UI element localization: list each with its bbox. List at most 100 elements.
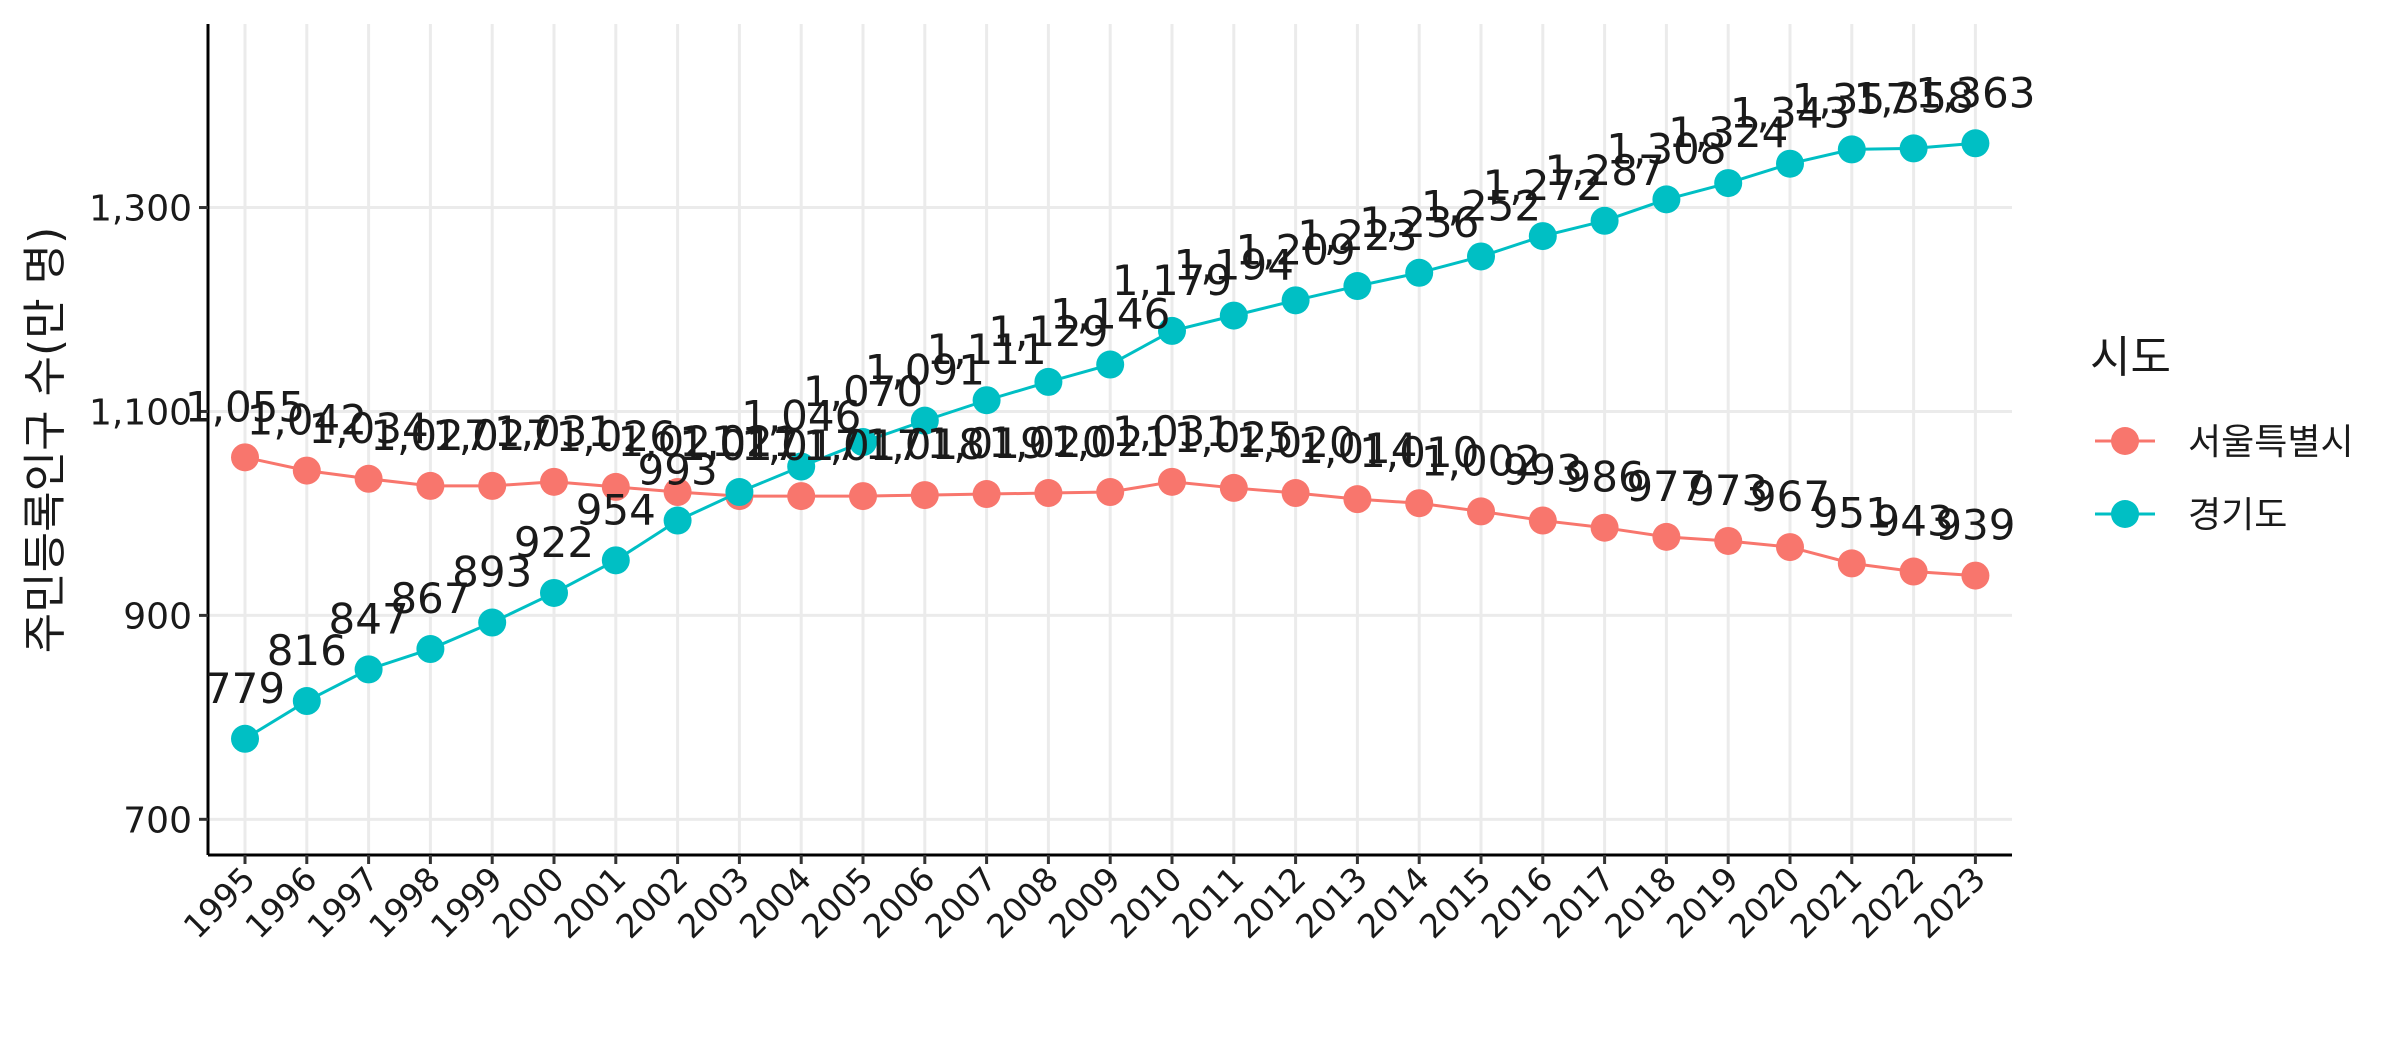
data-label: 1,020: [1235, 418, 1355, 467]
data-label: 816: [267, 626, 347, 675]
series-group: [231, 129, 1990, 753]
data-point: [1096, 478, 1125, 507]
x-tick-label: 1997: [299, 859, 386, 946]
data-point: [787, 452, 816, 481]
x-tick-label: 2008: [979, 859, 1066, 946]
data-label: 1,020: [988, 418, 1108, 467]
data-point: [231, 724, 259, 753]
x-tick-label: 2021: [1782, 859, 1869, 946]
data-label: 1,363: [1915, 68, 2035, 117]
x-tick-label: 2010: [1103, 859, 1190, 946]
data-label: 1,055: [185, 382, 305, 431]
x-tick-label: 2019: [1659, 859, 1746, 946]
x-tick-label: 2004: [732, 859, 819, 946]
data-label: 1,014: [1297, 424, 1417, 473]
data-point: [663, 478, 692, 507]
data-label: 1,018: [865, 420, 985, 469]
data-label: 779: [205, 664, 285, 713]
x-tick-label: 2017: [1535, 859, 1622, 946]
data-label: 967: [1750, 472, 1830, 521]
data-label: 1,272: [1483, 161, 1603, 210]
data-point: [849, 428, 877, 457]
data-label: 1,034: [308, 404, 428, 453]
data-point: [1343, 485, 1372, 514]
x-tick-label: 2003: [670, 859, 757, 946]
data-point: [540, 467, 568, 496]
y-axis-label: 주민등록인구 수(만 명): [20, 227, 71, 654]
data-point: [601, 546, 630, 575]
data-label: 1,236: [1359, 198, 1479, 247]
x-tick-label: 2001: [546, 859, 633, 946]
data-point: [1528, 222, 1557, 251]
data-label: 1,358: [1853, 73, 1973, 122]
data-point: [1405, 489, 1434, 518]
data-point: [354, 655, 383, 684]
data-point: [910, 406, 939, 435]
data-point: [292, 687, 321, 716]
legend-label: 경기도: [2188, 495, 2287, 536]
data-point: [231, 443, 259, 472]
data-label: 893: [452, 548, 532, 597]
data-label: 939: [1935, 501, 2015, 550]
data-point: [1652, 185, 1681, 214]
data-point: [663, 506, 692, 535]
x-tick-label: 2012: [1226, 859, 1313, 946]
x-tick-label: 1996: [237, 859, 324, 946]
data-label: 1,324: [1668, 108, 1788, 157]
data-point: [1096, 350, 1125, 379]
x-tick-label: 2006: [855, 859, 942, 946]
legend-key-point: [2111, 500, 2139, 528]
x-tick-label: 2009: [1041, 859, 1128, 946]
data-label: 1,002: [1421, 436, 1541, 485]
y-tick-label: 1,300: [89, 189, 192, 230]
x-tick-label: 2007: [917, 859, 1004, 946]
data-point: [1590, 206, 1619, 235]
x-tick-label: 2016: [1473, 859, 1560, 946]
x-tick-label: 2022: [1844, 859, 1931, 946]
data-point: [1343, 272, 1372, 301]
data-point: [1776, 533, 1804, 562]
x-tick-label: 2015: [1412, 859, 1499, 946]
data-label: 1,308: [1606, 124, 1726, 173]
data-point: [1405, 258, 1434, 287]
data-label: 1,027: [432, 411, 552, 460]
x-tick-label: 2020: [1721, 859, 1808, 946]
data-label: 1,010: [1359, 428, 1479, 477]
data-labels: 1,0551,0421,0341,0271,0271,0311,0261,021…: [185, 68, 2036, 712]
data-label: 1,031: [1112, 407, 1232, 456]
data-label: 1,091: [865, 346, 985, 395]
data-point: [1281, 286, 1310, 315]
data-point: [292, 456, 321, 485]
x-tick-label: 1999: [423, 859, 510, 946]
x-tick-label: 2013: [1288, 859, 1375, 946]
data-point: [1158, 467, 1186, 496]
data-label: 1,129: [988, 307, 1108, 356]
data-label: 1,017: [679, 421, 799, 470]
data-label: 1,021: [679, 417, 799, 466]
data-label: 1,194: [1174, 241, 1294, 290]
data-label: 943: [1874, 497, 1954, 546]
data-label: 993: [1503, 446, 1583, 495]
data-label: 1,343: [1730, 89, 1850, 138]
data-point: [1467, 242, 1495, 271]
data-label: 1,111: [926, 325, 1046, 374]
data-point: [725, 478, 754, 507]
y-tick-label: 900: [123, 596, 192, 637]
data-point: [1158, 316, 1186, 345]
data-point: [416, 471, 445, 500]
x-tick-label: 2011: [1164, 859, 1251, 946]
data-label: 1,252: [1421, 181, 1541, 230]
data-point: [354, 464, 383, 493]
data-point: [1219, 473, 1248, 502]
data-point: [1219, 301, 1248, 330]
y-axis-ticks: 700 900 1,100 1,300: [89, 189, 208, 841]
data-point: [416, 635, 445, 664]
data-label: 1,017: [803, 421, 923, 470]
x-axis-ticks: 1995199619971998199920002001200220032004…: [176, 855, 1993, 946]
data-point: [1837, 549, 1866, 578]
data-label: 867: [390, 574, 470, 623]
data-point: [849, 482, 877, 511]
